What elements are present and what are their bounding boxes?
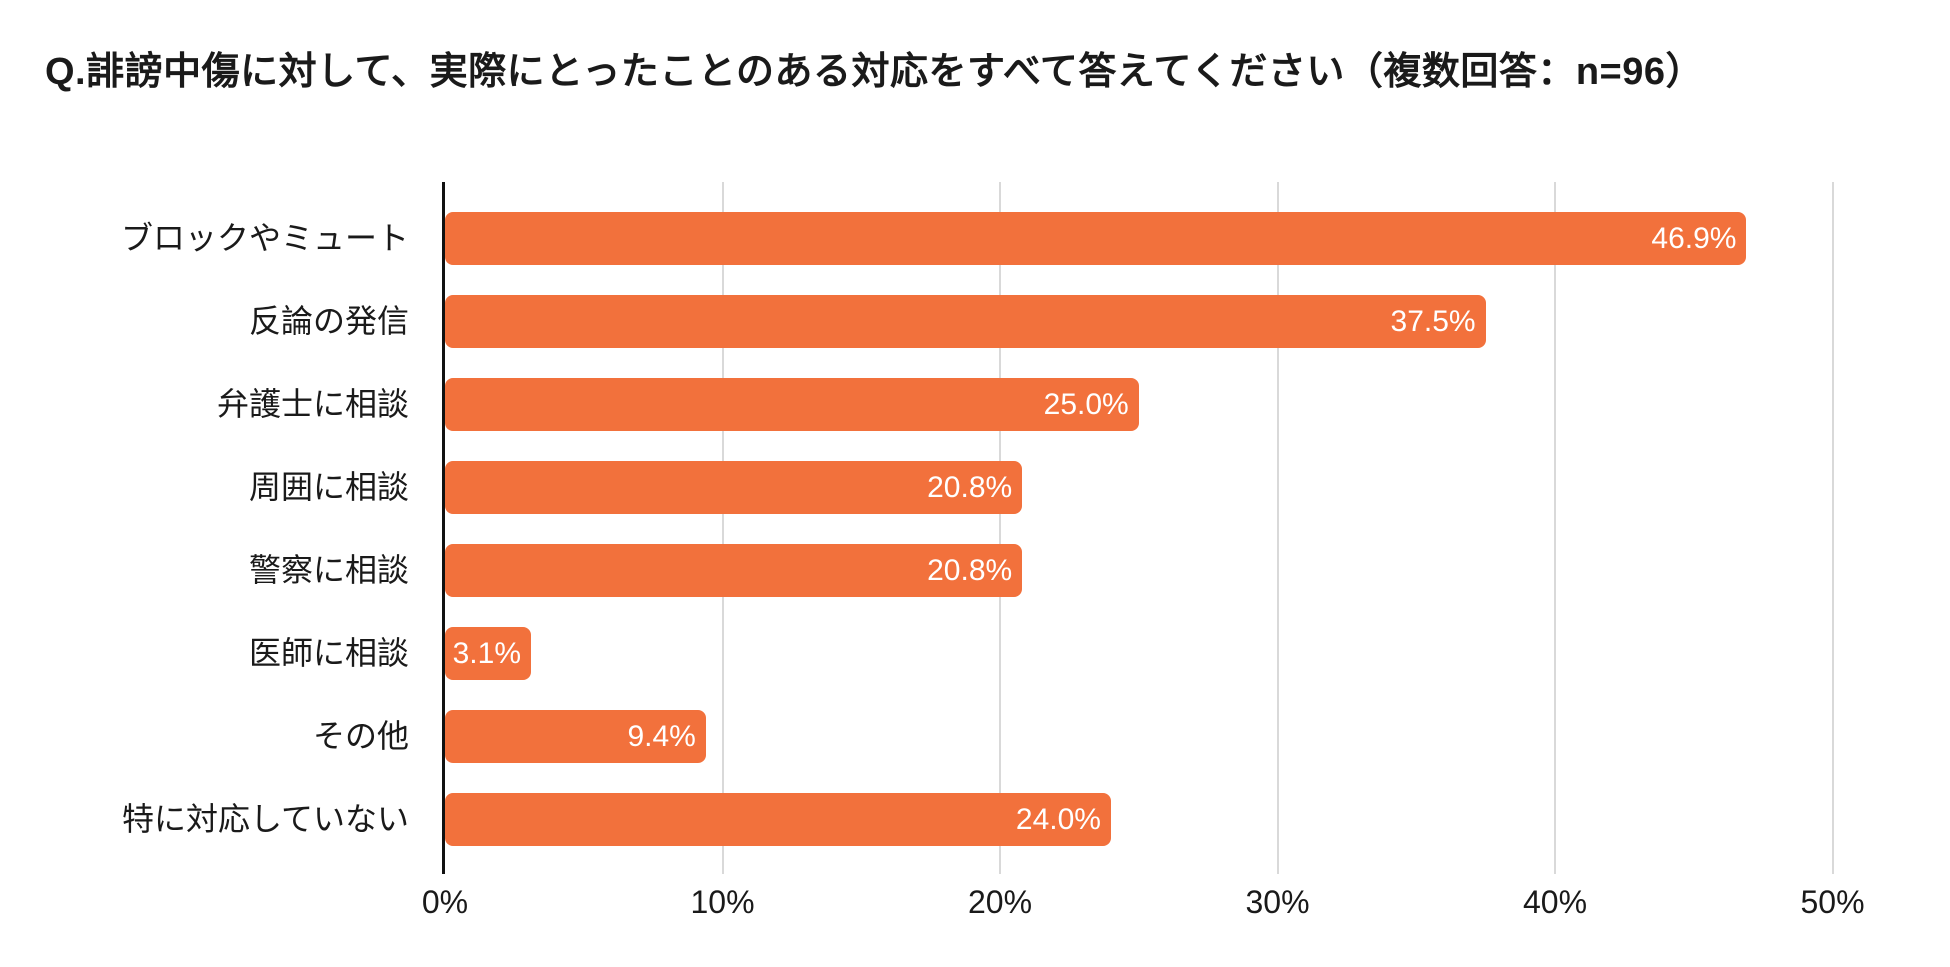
category-label: ブロックやミュート xyxy=(120,220,409,256)
bar-value-label: 24.0% xyxy=(1015,803,1101,836)
bar-value-label: 37.5% xyxy=(1390,305,1476,338)
category-label: その他 xyxy=(312,718,409,754)
y-axis-line xyxy=(442,182,445,874)
plot-area: 0% 10% 20% 30% 40% 50% 46.9% 37.5% 25.0% 20.8% 20.… xyxy=(422,182,1865,920)
category-label: 弁護士に相談 xyxy=(216,386,409,422)
chart-title: Q.誹謗中傷に対して、実際にとったことのある対応をすべて答えてください（複数回答… xyxy=(45,51,1705,93)
gridline-10% xyxy=(721,182,724,874)
bar-value-label: 3.1% xyxy=(452,637,522,670)
category-label: 周囲に相談 xyxy=(248,469,409,505)
bar-value-label: 20.8% xyxy=(927,554,1013,587)
bar: 46.9% xyxy=(445,212,1747,265)
gridline-30% xyxy=(1276,182,1279,874)
bar: 37.5% xyxy=(445,295,1486,348)
x-tick-label: 0% xyxy=(421,884,469,920)
x-tick-label: 20% xyxy=(967,884,1033,920)
bar-value-label: 9.4% xyxy=(627,720,696,753)
bar-value-label: 20.8% xyxy=(927,471,1013,504)
gridline-20% xyxy=(999,182,1001,874)
gridline-50% xyxy=(1831,182,1834,874)
bar: 9.4% xyxy=(445,710,706,763)
gridline-40% xyxy=(1554,182,1556,874)
bar-value-label: 25.0% xyxy=(1043,388,1129,421)
bar: 20.8% xyxy=(445,461,1023,514)
category-labels-column: ブロックやミュート反論の発信弁護士に相談周囲に相談警察に相談医師に相談その他特に… xyxy=(0,182,427,874)
bar: 20.8% xyxy=(445,544,1023,597)
category-label: 警察に相談 xyxy=(248,552,409,588)
bar: 25.0% xyxy=(445,378,1139,431)
bar: 24.0% xyxy=(445,793,1111,846)
x-tick-label: 40% xyxy=(1522,884,1588,920)
category-label: 医師に相談 xyxy=(248,635,409,671)
category-label: 反論の発信 xyxy=(248,303,409,339)
category-label: 特に対応していない xyxy=(121,801,409,837)
bar: 3.1% xyxy=(445,627,532,680)
x-tick-label: 50% xyxy=(1800,884,1865,920)
x-tick-label: 30% xyxy=(1245,884,1310,920)
x-tick-label: 10% xyxy=(690,884,755,920)
bar-value-label: 46.9% xyxy=(1651,222,1737,255)
